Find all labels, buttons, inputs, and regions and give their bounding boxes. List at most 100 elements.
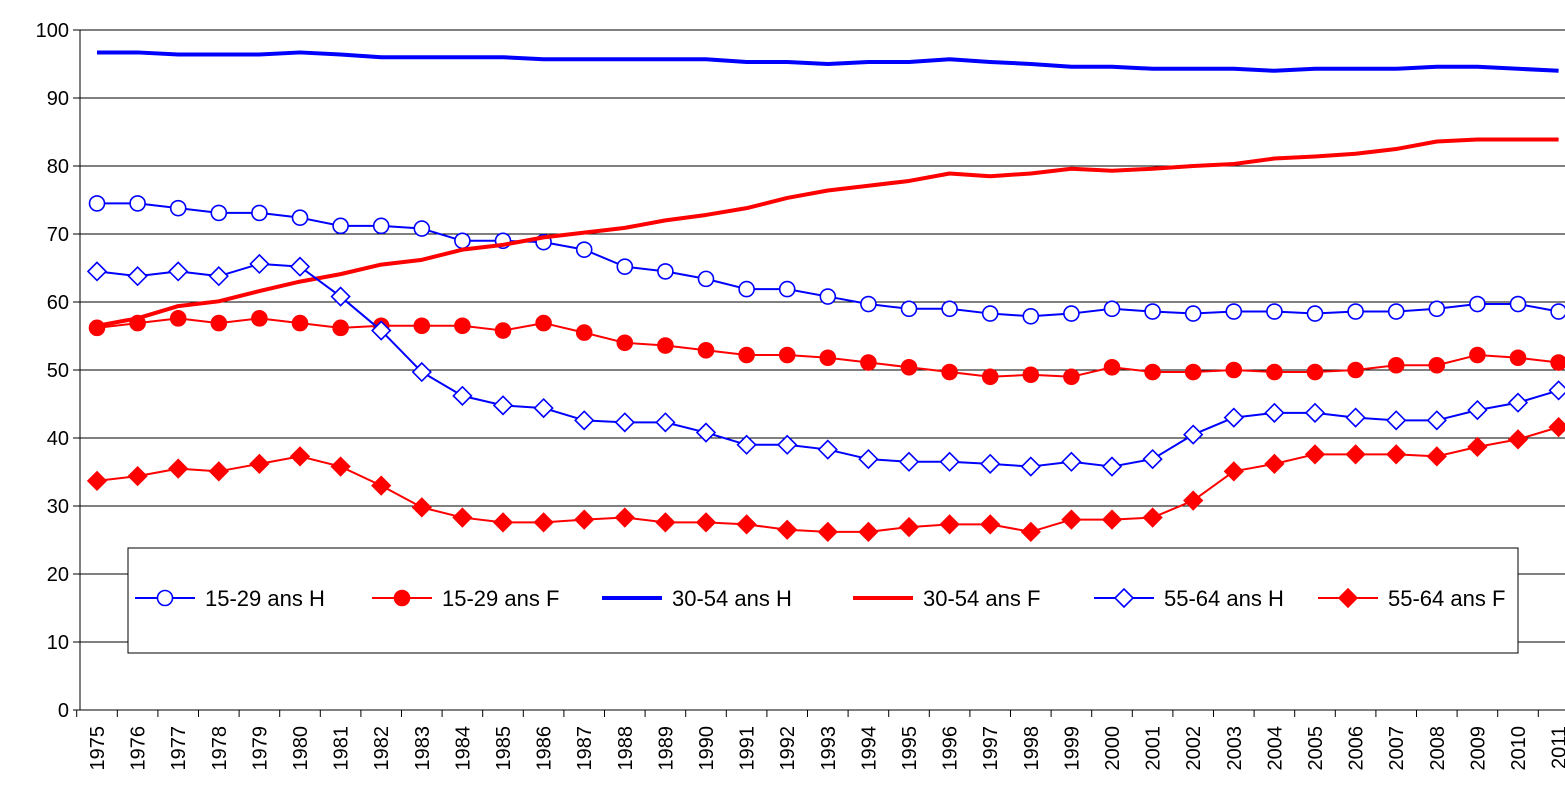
data-point [777,434,798,455]
data-point [614,412,635,433]
data-point [535,314,552,332]
data-point [941,300,958,318]
data-point [1306,363,1324,381]
data-point [1061,509,1082,530]
series-1 [88,310,1565,386]
data-point [1337,587,1359,609]
x-tick-label: 1980 [290,726,312,771]
legend-box [127,547,1519,654]
series-3 [96,137,1559,328]
data-point [575,324,593,341]
data-point [900,358,918,376]
legend-label: 30-54 ans F [923,586,1040,611]
y-tick-label: 100 [36,20,69,42]
data-point [1426,410,1447,431]
y-tick-label: 50 [47,360,69,382]
data-point [655,512,676,533]
legend: 15-29 ans H 15-29 ans F 30-54 ans H 30-54 a… [127,547,1519,654]
data-point [86,470,108,491]
data-point [1225,303,1243,320]
x-tick-label: 2010 [1508,726,1530,771]
data-point [980,453,1001,474]
x-tick-label: 1998 [1021,726,1043,771]
data-point [1142,448,1163,470]
data-point [1266,363,1283,381]
legend-label: 55-64 ans F [1388,586,1505,611]
data-point [372,217,390,235]
data-point [1113,587,1135,609]
y-tick-label: 20 [47,564,69,586]
data-point [1061,451,1082,472]
data-point [1223,407,1244,428]
data-point [1548,416,1565,438]
data-point [1347,303,1364,320]
data-point [941,363,958,381]
data-point [575,241,593,258]
data-point [371,475,392,496]
legend-entry: 30-54 ans F [853,586,1040,611]
x-tick-label: 1988 [615,726,637,771]
y-tick-label: 70 [47,224,69,246]
data-point [452,385,473,406]
x-tick-label: 2009 [1467,726,1489,771]
data-point [1103,300,1121,318]
data-point [778,280,796,298]
legend-label: 55-64 ans H [1164,586,1284,611]
x-tick-label: 1989 [655,726,677,771]
data-point [452,507,473,528]
x-axis: 1975 1976 1977 1978 1979 1980 1981 1982 1983 1984… [76,709,1565,771]
data-point [1144,303,1161,320]
y-tick-label: 0 [58,700,69,722]
series-line [96,137,1559,328]
data-point [695,512,717,533]
data-point [697,341,715,359]
data-point [1507,429,1529,450]
legend-label: 15-29 ans H [205,586,325,611]
data-point [1142,507,1163,528]
data-point [208,461,229,482]
data-point [1550,303,1565,320]
data-point [168,458,189,479]
legend-entry: 55-64 ans F [1318,586,1505,611]
data-point [1345,407,1366,428]
data-point [1183,490,1204,511]
x-tick-label: 1994 [858,726,880,771]
data-point [156,589,174,607]
legend-entry: 15-29 ans H [135,586,325,611]
data-point [88,319,106,337]
data-point [413,220,431,237]
data-point [413,317,431,335]
data-point [616,258,634,275]
data-point [454,232,471,250]
data-point [657,263,674,280]
data-point [1467,399,1488,421]
data-point [655,412,676,433]
data-point [777,519,798,540]
data-point [817,521,838,542]
data-point [1550,354,1565,371]
legend-entry: 55-64 ans H [1094,586,1284,611]
data-point [695,422,717,443]
data-point [736,514,757,535]
data-point [1266,303,1283,320]
data-point [1144,363,1161,381]
x-tick-label: 1993 [818,726,840,771]
data-point [574,410,595,431]
data-point [332,319,349,337]
data-point [289,256,311,277]
data-point [1063,305,1080,322]
data-point [291,209,309,226]
data-point [1428,356,1446,374]
x-tick-label: 1985 [493,726,515,771]
data-point [1469,346,1486,364]
data-point [1063,368,1080,386]
x-tick-label: 2000 [1102,726,1124,771]
data-point [1184,363,1202,381]
x-tick-label: 1999 [1061,726,1083,771]
data-point [168,261,189,282]
series-4 [86,253,1565,477]
data-point [251,204,268,222]
data-point [1304,402,1326,423]
data-point [169,310,187,327]
data-point [533,397,554,419]
